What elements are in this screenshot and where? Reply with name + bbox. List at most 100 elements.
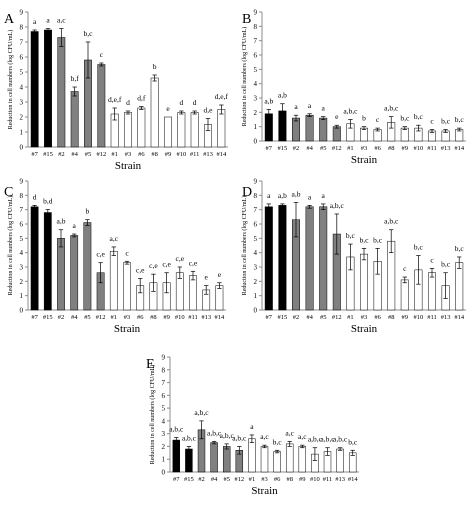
- x-tick-label: #1: [249, 476, 256, 483]
- x-tick-label: #3: [124, 314, 131, 321]
- significance-label: b,c: [455, 244, 465, 253]
- y-tick-label: 2: [162, 443, 166, 451]
- y-tick-label: 7: [254, 206, 258, 214]
- significance-label: a: [250, 422, 254, 431]
- y-tick-label: 0: [254, 307, 258, 315]
- x-tick-label: #13: [441, 145, 451, 152]
- x-axis-title: Strain: [115, 160, 142, 172]
- y-tick-label: 5: [20, 69, 24, 77]
- significance-label: b,d: [43, 197, 53, 206]
- x-tick-label: #12: [332, 145, 342, 152]
- x-tick-label: #5: [84, 314, 91, 321]
- significance-label: d,e,f: [108, 95, 122, 104]
- y-tick-label: 6: [162, 392, 166, 400]
- x-tick-label: #7: [266, 314, 273, 321]
- bar-strain-9: [298, 446, 307, 473]
- significance-label: a: [46, 16, 50, 25]
- x-tick-label: #3: [125, 151, 132, 158]
- y-tick-label: 5: [162, 405, 166, 413]
- x-tick-label: #10: [414, 145, 424, 152]
- significance-label: c,e: [176, 254, 185, 263]
- x-axis-title: Strain: [114, 323, 141, 335]
- x-tick-label: #9: [402, 314, 409, 321]
- significance-label: c: [100, 50, 104, 59]
- significance-label: b,c: [441, 260, 451, 269]
- bar-strain-11: [190, 112, 199, 148]
- significance-label: c: [376, 115, 380, 124]
- x-tick-label: #7: [31, 314, 38, 321]
- y-tick-label: 9: [20, 9, 24, 17]
- significance-label: d: [179, 98, 183, 107]
- significance-label: a,b,c: [384, 104, 399, 113]
- x-tick-label: #1: [111, 151, 118, 158]
- chart-panel-e: E 0 1 2 3 4 5 6 7 8 9 Reduction in cell numbers (lo…: [146, 354, 359, 497]
- x-tick-label: #1: [111, 314, 118, 321]
- bar-strain-1: [109, 250, 118, 311]
- significance-label: a,c: [260, 432, 269, 441]
- x-axis-title: Strain: [351, 154, 378, 166]
- bar-strain-15: [185, 448, 193, 473]
- x-tick-label: #11: [427, 314, 437, 321]
- x-tick-label: #4: [211, 476, 218, 483]
- x-tick-label: #9: [299, 476, 306, 483]
- x-tick-label: #7: [266, 145, 273, 152]
- bar-strain-15: [43, 212, 52, 311]
- significance-label: c,e: [162, 260, 171, 269]
- bar-strain-9: [400, 279, 409, 311]
- bar-strain-10: [177, 112, 186, 148]
- x-tick-label: #6: [374, 145, 381, 152]
- y-tick-label: 2: [254, 109, 258, 117]
- x-tick-label: #4: [71, 151, 78, 158]
- significance-label: e: [335, 112, 339, 121]
- significance-label: a,c: [298, 432, 307, 441]
- y-tick-label: 5: [254, 235, 258, 243]
- significance-label: a: [322, 191, 326, 200]
- y-tick-label: 3: [20, 99, 24, 107]
- significance-label: b,f: [71, 74, 80, 83]
- significance-label: b,c: [441, 117, 451, 126]
- x-tick-label: #10: [310, 476, 320, 483]
- x-tick-label: #2: [58, 314, 65, 321]
- x-tick-label: #8: [286, 476, 293, 483]
- significance-label: b,c: [348, 437, 358, 446]
- x-tick-label: #8: [150, 314, 157, 321]
- x-tick-label: #4: [71, 314, 78, 321]
- x-tick-label: #3: [361, 314, 368, 321]
- bar-strain-9: [400, 127, 409, 142]
- y-tick-label: 0: [20, 307, 24, 315]
- bar-strain-5: [222, 446, 231, 473]
- significance-label: b: [362, 114, 366, 123]
- x-tick-label: #9: [165, 151, 172, 158]
- x-tick-label: #12: [332, 314, 342, 321]
- bar-strain-2: [57, 238, 65, 311]
- y-tick-label: 0: [20, 144, 24, 152]
- y-tick-label: 8: [20, 24, 24, 32]
- y-tick-label: 0: [254, 138, 258, 146]
- x-tick-label: #7: [173, 476, 180, 483]
- significance-label: a: [73, 221, 77, 230]
- significance-label: a,b,c: [207, 428, 222, 437]
- x-tick-label: #13: [201, 314, 211, 321]
- chart-panel-c: C 0 1 2 3 4 5 6 7 8 9 Reduction in cell numbers (lo…: [4, 178, 226, 335]
- y-tick-label: 6: [254, 52, 258, 60]
- x-tick-label: #14: [216, 151, 227, 158]
- x-tick-label: #5: [320, 145, 327, 152]
- x-tick-label: #4: [306, 314, 313, 321]
- bar-strain-4: [305, 206, 314, 311]
- significance-label: d: [126, 98, 130, 107]
- x-tick-label: #10: [175, 314, 185, 321]
- significance-label: b,c: [414, 112, 424, 121]
- significance-label: a,b: [278, 191, 287, 200]
- bar-strain-7: [30, 31, 39, 148]
- bar-strain-9: [164, 116, 172, 148]
- significance-label: a,c: [110, 234, 119, 243]
- bar-strain-4: [70, 91, 79, 148]
- chart-panel-a: A 0 1 2 3 4 5 6 7 8 9 Reduction in cell numbers (lo…: [4, 9, 228, 173]
- bar-strain-11: [428, 272, 436, 311]
- x-tick-label: #5: [223, 476, 230, 483]
- x-tick-label: #12: [234, 476, 244, 483]
- y-tick-label: 7: [20, 206, 24, 214]
- x-tick-label: #4: [306, 145, 313, 152]
- significance-label: a: [308, 101, 312, 110]
- x-tick-label: #2: [293, 314, 300, 321]
